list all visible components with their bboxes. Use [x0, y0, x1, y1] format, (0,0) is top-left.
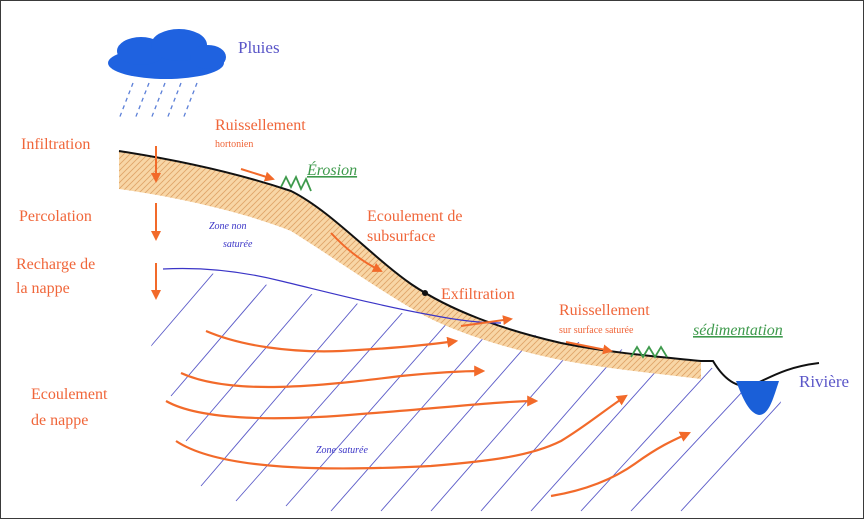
label-sur-surface-saturee: sur surface saturée — [559, 325, 634, 336]
label-exfiltration: Exfiltration — [441, 286, 515, 303]
flow-arrows — [240, 168, 613, 355]
water-table-line — [162, 267, 502, 324]
exfiltration-point — [422, 290, 428, 296]
label-zone-non: Zone non — [209, 221, 247, 232]
label-la-nappe: la nappe — [16, 280, 70, 297]
label-ecoulement-de: Ecoulement de — [367, 208, 463, 225]
label-infiltration: Infiltration — [21, 136, 90, 153]
groundwater-arrows — [165, 329, 691, 498]
label-riviere: Rivière — [799, 372, 849, 391]
label-subsurface: subsurface — [367, 228, 435, 245]
river-icon — [736, 381, 779, 415]
label-ruissellement: Ruissellement — [215, 117, 306, 134]
label-ecoulement: Ecoulement — [31, 386, 108, 403]
grass-icon — [280, 174, 312, 192]
label-ruissellement-sature: Ruissellement — [559, 302, 650, 319]
label-percolation: Percolation — [19, 208, 92, 225]
rain-icon — [118, 82, 198, 120]
soil-layer — [119, 151, 701, 379]
label-zone-saturee: Zone saturée — [316, 445, 369, 456]
label-hortonien: hortonien — [215, 139, 253, 150]
label-pluies: Pluies — [238, 38, 280, 57]
label-sedimentation: sédimentation — [693, 322, 783, 339]
cloud-icon — [108, 29, 226, 79]
label-de-nappe: de nappe — [31, 412, 88, 429]
grass-icon-2 — [630, 345, 668, 359]
label-recharge-de: Recharge de — [16, 256, 95, 273]
label-saturee: saturée — [223, 239, 253, 250]
label-erosion: Érosion — [306, 160, 357, 179]
